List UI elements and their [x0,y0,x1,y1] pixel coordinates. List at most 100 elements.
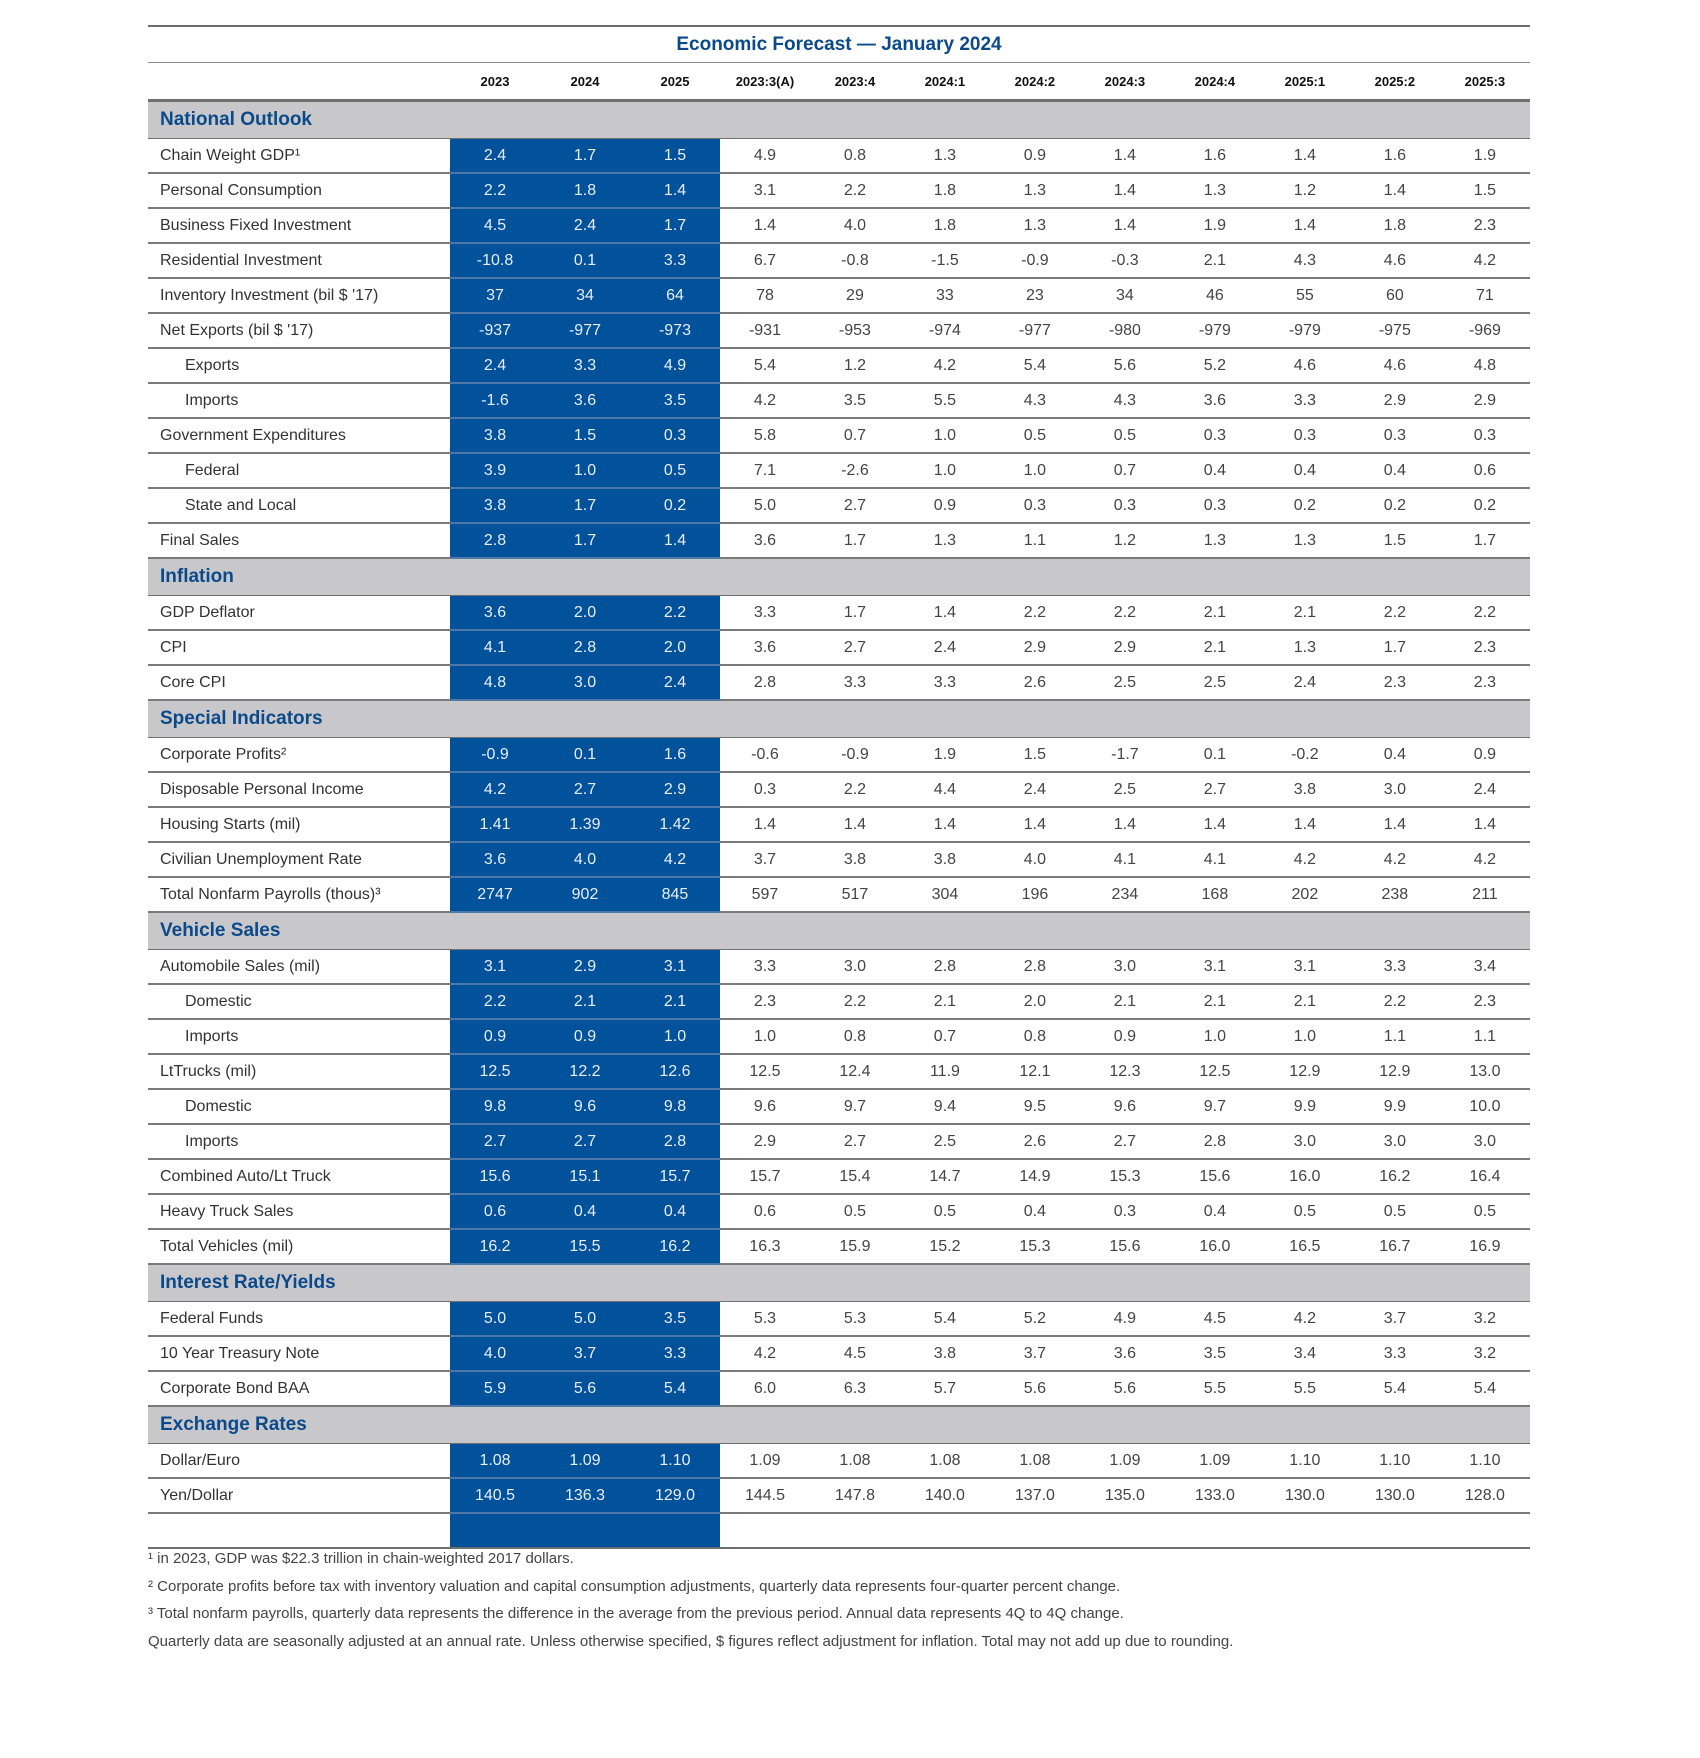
title-row: Economic Forecast — January 2024 [148,25,1530,63]
section-header-row: Vehicle Sales [148,912,1530,950]
quarterly-value-cell: 2.5 [1079,665,1170,701]
quarterly-value-cell: 2.6 [989,1124,1080,1160]
annual-value-cell: 4.0 [540,842,630,878]
annual-value-cell: 1.7 [540,523,630,559]
annual-value-cell: 136.3 [540,1478,630,1514]
quarterly-value-cell: -0.8 [809,243,900,279]
annual-value-cell: 2.9 [540,949,630,985]
annual-value-cell: 34 [540,278,630,314]
column-header: 2024:1 [899,62,990,102]
annual-value-cell: 2.7 [450,1124,540,1160]
quarterly-value-cell: 12.4 [809,1054,900,1090]
table-row: 10 Year Treasury Note 4.0 3.7 3.3 4.2 4.5 3.8 3… [148,1336,1530,1372]
quarterly-value-cell: 1.3 [1169,523,1260,559]
quarterly-value-cell: 2.2 [809,984,900,1020]
quarterly-value-cell: 196 [989,877,1080,913]
quarterly-value-cell: 133.0 [1169,1478,1260,1514]
quarterly-value-cell: 3.8 [899,1336,990,1372]
annual-value-cell: 1.7 [540,138,630,174]
annual-value-cell: 2.2 [450,984,540,1020]
quarterly-value-cell: 5.5 [1259,1371,1350,1407]
annual-value-cell: -0.9 [450,737,540,773]
quarterly-value-cell: 1.4 [1169,807,1260,843]
quarterly-value-cell: 2.8 [1169,1124,1260,1160]
annual-value-cell: 2.4 [450,348,540,384]
quarterly-value-cell: 2.7 [809,1124,900,1160]
quarterly-value-cell: -0.3 [1079,243,1170,279]
row-label: LtTrucks (mil) [148,1054,451,1090]
quarterly-value-cell: 3.2 [1439,1336,1530,1372]
quarterly-value-cell: 4.6 [1349,243,1440,279]
quarterly-value-cell: 1.4 [899,807,990,843]
table-row: Federal Funds 5.0 5.0 3.5 5.3 5.3 5.4 5.2 4.9 4.5… [148,1301,1530,1337]
section-title: Exchange Rates [148,1406,1530,1444]
quarterly-value-cell: 6.0 [719,1371,810,1407]
annual-value-cell: 3.6 [540,383,630,419]
empty-cell [989,1513,1080,1549]
annual-value-cell: 9.8 [450,1089,540,1125]
annual-value-cell: 1.6 [629,737,720,773]
quarterly-value-cell: 1.5 [1349,523,1440,559]
quarterly-value-cell: 1.10 [1259,1443,1350,1479]
quarterly-value-cell: 4.4 [899,772,990,808]
annual-value-cell: 4.0 [450,1336,540,1372]
quarterly-value-cell: 13.0 [1439,1054,1530,1090]
quarterly-value-cell: 1.10 [1349,1443,1440,1479]
table-row: Imports 2.7 2.7 2.8 2.9 2.7 2.5 2.6 2.7 2.8 3.0 3.0… [148,1124,1530,1160]
quarterly-value-cell: 12.5 [719,1054,810,1090]
quarterly-value-cell: 3.0 [809,949,900,985]
quarterly-value-cell: 5.3 [719,1301,810,1337]
quarterly-value-cell: 1.1 [1349,1019,1440,1055]
annual-value-cell: 0.2 [629,488,720,524]
quarterly-value-cell: 5.8 [719,418,810,454]
quarterly-value-cell: 2.3 [1349,665,1440,701]
quarterly-value-cell: 1.4 [1439,807,1530,843]
empty-cell [1439,1513,1530,1549]
quarterly-value-cell: 0.3 [1079,1194,1170,1230]
quarterly-value-cell: 5.7 [899,1371,990,1407]
row-label: Inventory Investment (bil $ '17) [148,278,451,314]
annual-value-cell: 15.6 [450,1159,540,1195]
quarterly-value-cell: 1.7 [809,523,900,559]
quarterly-value-cell: 14.7 [899,1159,990,1195]
annual-value-cell: 1.41 [450,807,540,843]
annual-value-cell: 1.09 [540,1443,630,1479]
empty-cell [450,1513,540,1549]
quarterly-value-cell: 3.3 [809,665,900,701]
row-label: Government Expenditures [148,418,451,454]
quarterly-value-cell: 0.5 [1439,1194,1530,1230]
quarterly-value-cell: 12.9 [1349,1054,1440,1090]
quarterly-value-cell: 0.3 [1079,488,1170,524]
table-row: Corporate Profits² -0.9 0.1 1.6 -0.6 -0.9 1.9 1… [148,737,1530,773]
column-header: 2025 [629,62,720,102]
quarterly-value-cell: 0.8 [989,1019,1080,1055]
section-title: Vehicle Sales [148,912,1530,950]
row-label: Yen/Dollar [148,1478,451,1514]
quarterly-value-cell: 1.4 [719,208,810,244]
quarterly-value-cell: 1.3 [1259,630,1350,666]
quarterly-value-cell: 4.3 [1259,243,1350,279]
footnote: ³ Total nonfarm payrolls, quarterly data… [148,1605,1124,1622]
section-header-row: Inflation [148,558,1530,596]
quarterly-value-cell: 0.1 [1169,737,1260,773]
quarterly-value-cell: 4.5 [1169,1301,1260,1337]
row-label: Federal Funds [148,1301,451,1337]
column-header: 2024:4 [1169,62,1260,102]
quarterly-value-cell: 5.2 [989,1301,1080,1337]
quarterly-value-cell: 3.5 [1169,1336,1260,1372]
annual-value-cell: 5.6 [540,1371,630,1407]
quarterly-value-cell: 1.7 [1349,630,1440,666]
quarterly-value-cell: 9.7 [1169,1089,1260,1125]
empty-cell [540,1513,630,1549]
quarterly-value-cell: 597 [719,877,810,913]
annual-value-cell: 0.9 [540,1019,630,1055]
quarterly-value-cell: 34 [1079,278,1170,314]
quarterly-value-cell: 2.7 [809,488,900,524]
annual-value-cell: 2.9 [629,772,720,808]
row-label: Exports [148,348,451,384]
quarterly-value-cell: 4.2 [1259,1301,1350,1337]
quarterly-value-cell: 4.6 [1349,348,1440,384]
quarterly-value-cell: -969 [1439,313,1530,349]
annual-value-cell: 0.5 [629,453,720,489]
quarterly-value-cell: 1.4 [719,807,810,843]
